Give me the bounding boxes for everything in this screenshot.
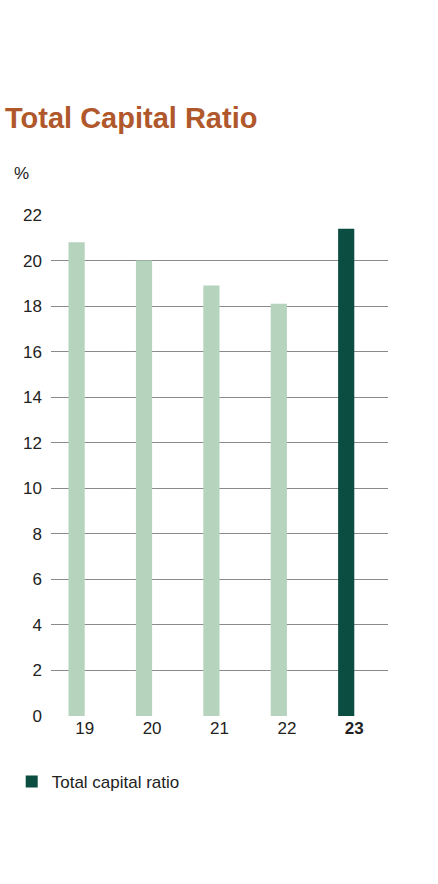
svg-text:Total capital ratio: Total capital ratio [52,773,180,792]
svg-text:8: 8 [33,525,42,544]
svg-text:Total Capital Ratio: Total Capital Ratio [5,102,257,134]
svg-text:2: 2 [33,661,42,680]
svg-text:16: 16 [23,343,42,362]
svg-text:12: 12 [23,434,42,453]
svg-text:4: 4 [33,616,42,635]
svg-text:20: 20 [143,719,162,738]
svg-text:23: 23 [345,719,364,738]
svg-text:21: 21 [210,719,229,738]
svg-text:22: 22 [277,719,296,738]
svg-text:20: 20 [23,251,42,270]
svg-text:14: 14 [23,388,42,407]
svg-text:22: 22 [23,206,42,225]
svg-text:19: 19 [75,719,94,738]
svg-text:%: % [14,164,29,183]
svg-text:18: 18 [23,297,42,316]
svg-text:6: 6 [33,570,42,589]
svg-text:0: 0 [33,707,42,726]
svg-text:10: 10 [23,479,42,498]
